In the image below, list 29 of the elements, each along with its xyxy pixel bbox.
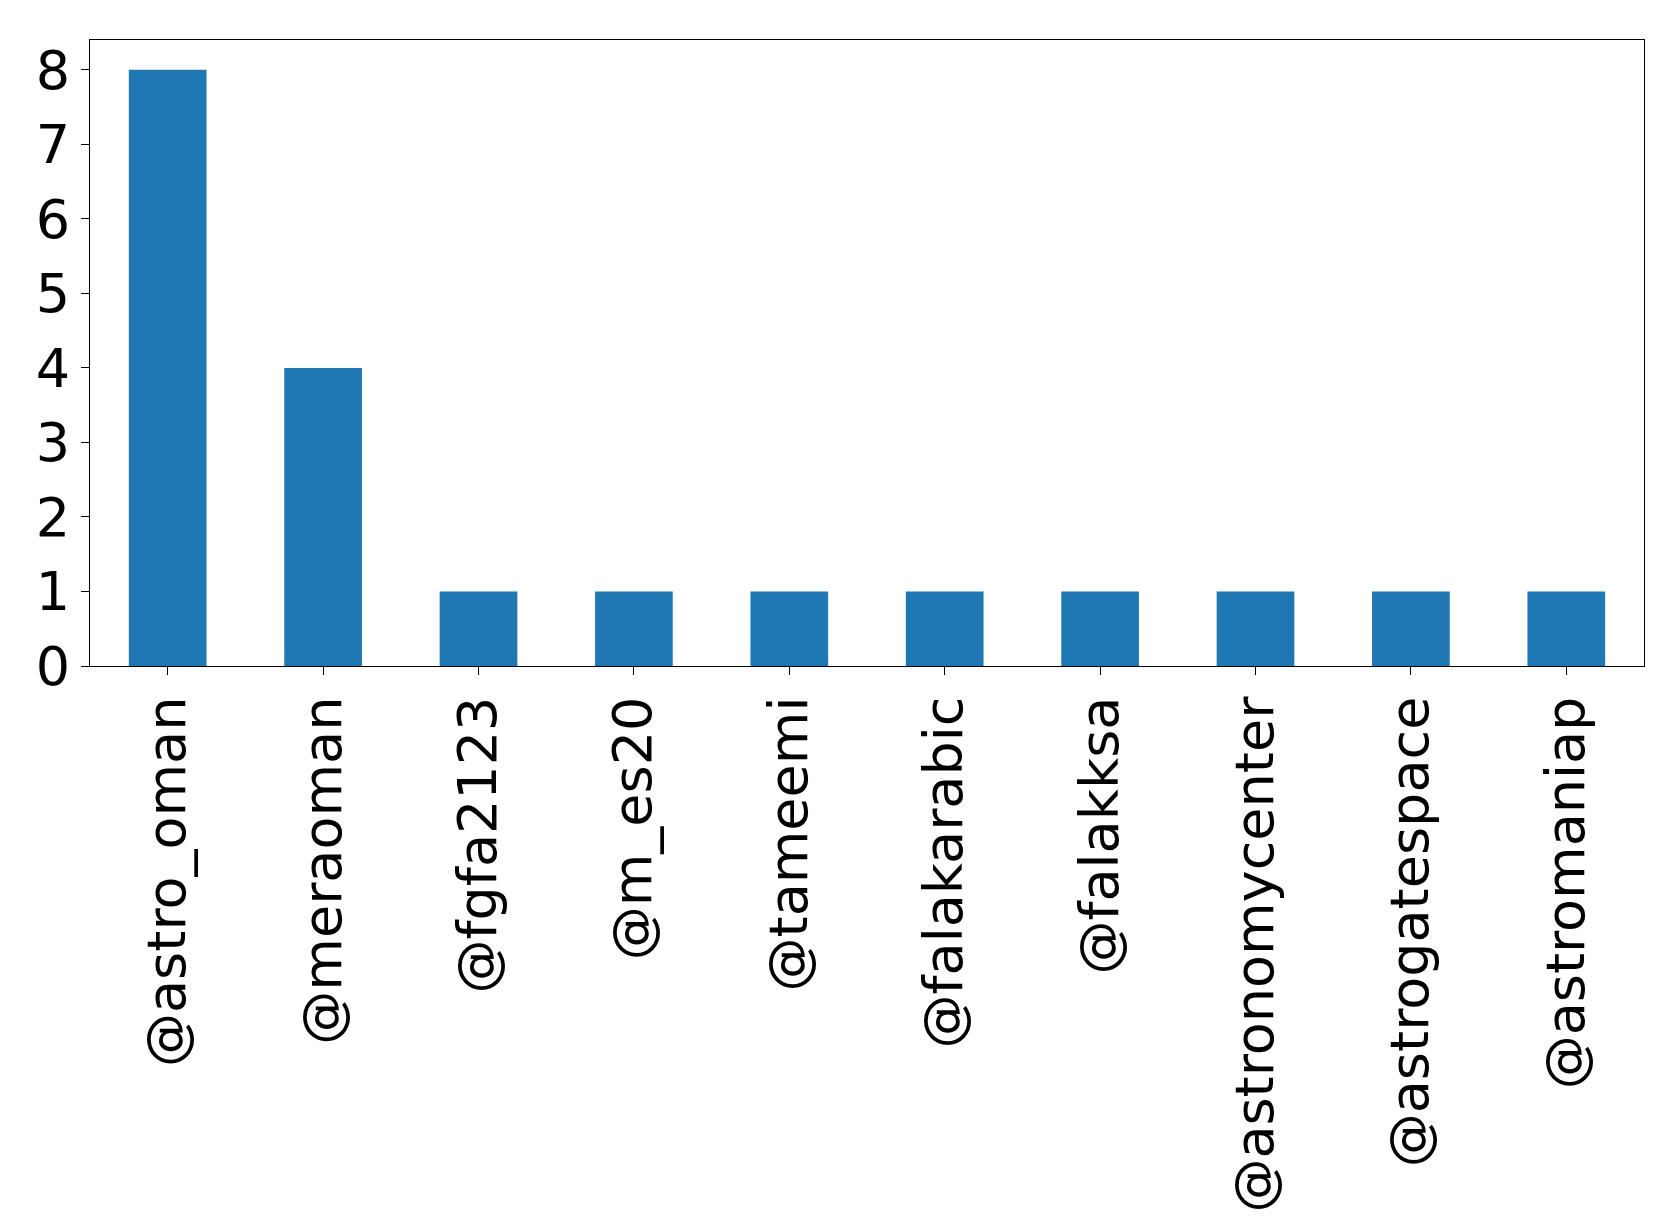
x-tick-label: @meraoman [290,696,354,1045]
bar [1527,591,1606,666]
y-tick-label: 2 [35,485,71,549]
bar [1216,591,1295,666]
x-tick-label: @falakarabic [912,696,976,1049]
y-tick-label: 4 [35,336,71,400]
x-tick-label: @astromaniap [1533,696,1597,1090]
x-tick-label: @astrogatespace [1378,696,1442,1168]
bar [595,591,673,666]
y-tick-label: 0 [35,634,71,698]
x-tick-label: @m_es20 [601,696,665,961]
y-tick-label: 6 [35,187,71,251]
bar [439,591,518,666]
x-tick-label: @astro_oman [135,696,199,1068]
x-tick-label: @falakksa [1067,696,1131,975]
x-tick-label: @astronomycenter [1223,695,1287,1213]
bar [284,367,362,666]
bar [128,69,207,666]
y-tick-label: 3 [35,411,71,475]
y-tick-label: 5 [35,262,71,326]
x-tick-label: @tameemi [756,696,820,992]
bar [1372,591,1450,666]
bar [750,591,829,666]
y-tick-label: 7 [35,113,71,177]
x-tick-label: @fgfa2123 [446,696,510,994]
y-tick-label: 8 [35,38,71,102]
bar [1061,591,1139,666]
bar [905,591,984,666]
y-tick-label: 1 [35,560,71,624]
